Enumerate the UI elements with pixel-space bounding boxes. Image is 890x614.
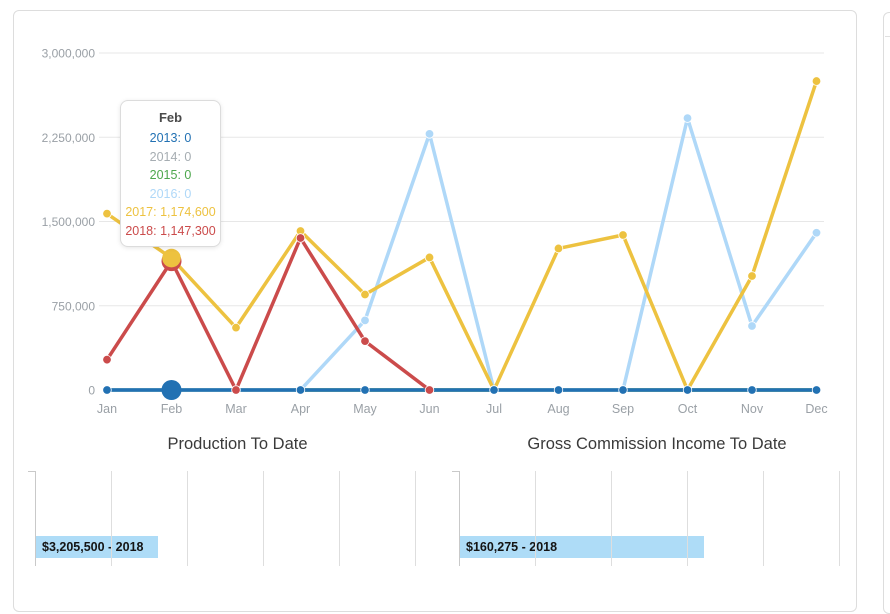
series-point-2017 [811, 76, 822, 86]
v-gridline [111, 471, 112, 566]
y-axis-label: 0 [88, 384, 95, 398]
x-axis-label: Apr [291, 402, 310, 416]
series-point-2013 [811, 385, 822, 395]
v-gridline [687, 471, 688, 566]
series-point-2013 [102, 385, 112, 395]
series-point-2017 [360, 289, 370, 300]
adjacent-card-gridline [885, 36, 890, 37]
tooltip-row-2014: 2014: 0 [149, 149, 192, 164]
x-axis-label: Sep [612, 402, 634, 416]
x-axis-label: Feb [161, 402, 183, 416]
series-point-2017 [424, 252, 435, 263]
series-point-2018 [424, 385, 435, 395]
y-axis-label: 750,000 [52, 299, 96, 313]
series-point-2018 [295, 233, 306, 243]
x-axis-label: Aug [547, 402, 569, 416]
tooltip-row-2017: 2017: 1,174,600 [125, 205, 216, 220]
series-point-2016 [811, 228, 822, 238]
tooltip-row-2018: 2018: 1,147,300 [125, 223, 216, 238]
x-axis-label: May [353, 402, 377, 416]
highlight-point-2013 [161, 380, 182, 400]
gci-bar-chart[interactable]: $160,275 - 2018 [452, 471, 855, 566]
highlight-point-2017 [162, 248, 181, 268]
x-axis-label: Nov [741, 402, 764, 416]
series-point-2013 [682, 385, 693, 395]
series-point-2016 [682, 113, 693, 123]
series-point-2016 [360, 315, 370, 326]
gci-chart-title: Gross Commission Income To Date [527, 435, 787, 453]
chart-tooltip-rows: 2013: 0 2014: 0 2015: 0 2016: 0 2017: 1,174,… [121, 129, 220, 241]
x-axis-label: Jan [97, 402, 117, 416]
v-gridline [187, 471, 188, 566]
production-bar-2018[interactable]: $3,205,500 - 2018 [36, 536, 158, 558]
x-axis-label: Mar [225, 402, 247, 416]
v-gridline [611, 471, 612, 566]
x-axis-label: Jul [486, 402, 502, 416]
y-axis-label: 3,000,000 [42, 47, 96, 61]
production-bar-chart[interactable]: $3,205,500 - 2018 [28, 471, 440, 566]
production-y-axis [28, 471, 36, 566]
x-axis-label: Jun [419, 402, 439, 416]
y-axis-label: 2,250,000 [42, 131, 96, 145]
series-point-2017 [231, 322, 241, 333]
tooltip-month-title: Feb [158, 110, 183, 125]
gci-y-axis [452, 471, 460, 566]
production-chart-title: Production To Date [167, 435, 308, 453]
v-gridline [535, 471, 536, 566]
tooltip-row-2013: 2013: 0 [149, 131, 192, 145]
series-point-2017 [553, 243, 564, 254]
series-point-2017 [102, 208, 112, 219]
v-gridline [263, 471, 264, 566]
series-line-2017 [105, 79, 819, 392]
production-axis-tick [28, 471, 36, 472]
series-point-2013 [295, 385, 306, 395]
series-point-2018 [102, 354, 112, 365]
series-point-2013 [360, 385, 370, 395]
gci-axis-tick [452, 471, 460, 472]
y-axis-label: 1,500,000 [42, 215, 96, 229]
series-point-2018 [231, 385, 241, 395]
chart-tooltip: Feb 2013: 0 2014: 0 2015: 0 2016: 0 2017: 1,… [120, 100, 221, 247]
v-gridline [763, 471, 764, 566]
x-axis-label: Oct [678, 402, 698, 416]
series-point-2016 [747, 321, 757, 331]
v-gridline [339, 471, 340, 566]
series-point-2016 [424, 129, 435, 139]
series-point-2013 [553, 385, 564, 395]
v-gridline [839, 471, 840, 566]
x-axis-label: Dec [805, 402, 827, 416]
series-point-2013 [489, 385, 499, 395]
series-point-2017 [747, 271, 757, 281]
series-point-2018 [360, 336, 370, 346]
gci-bar-2018[interactable]: $160,275 - 2018 [460, 536, 704, 558]
tooltip-row-2015: 2015: 0 [149, 168, 192, 183]
tooltip-row-2016: 2016: 0 [149, 186, 192, 201]
series-point-2013 [618, 385, 628, 395]
series-line-2018 [105, 236, 432, 392]
series-point-2013 [747, 385, 757, 395]
monthly-line-chart[interactable]: 0 750,000 1,500,000 2,250,000 3,000,000 Jan Fe… [0, 0, 890, 565]
v-gridline [415, 471, 416, 566]
series-point-2017 [618, 230, 628, 240]
